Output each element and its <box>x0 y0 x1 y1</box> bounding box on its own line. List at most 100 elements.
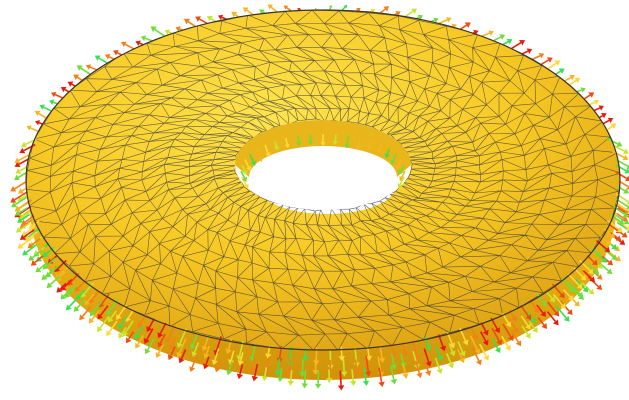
normal-arrow <box>423 358 432 377</box>
normal-arrow <box>244 159 252 172</box>
normal-arrow <box>11 196 28 208</box>
normal-arrow <box>520 315 531 330</box>
normal-arrow <box>178 349 187 364</box>
normal-arrow <box>611 150 629 161</box>
normal-arrow <box>55 271 66 282</box>
normal-arrow <box>617 185 629 194</box>
normal-arrow <box>520 304 532 321</box>
torus-silhouette-outline <box>25 9 621 351</box>
normal-arrow <box>337 370 345 391</box>
normal-arrow <box>168 337 177 351</box>
normal-arrow <box>615 171 629 182</box>
normal-arrow <box>19 229 35 240</box>
normal-arrow <box>546 301 560 317</box>
normal-arrow <box>237 352 244 366</box>
normal-arrow <box>378 367 385 388</box>
normal-arrow <box>107 310 117 323</box>
normal-arrow <box>273 140 279 151</box>
normal-arrow <box>106 320 118 337</box>
normal-arrow <box>60 287 73 300</box>
normal-arrow <box>459 22 471 31</box>
normal-arrow <box>225 338 233 355</box>
normal-arrow <box>27 237 41 249</box>
normal-arrow <box>399 170 406 182</box>
normal-arrow <box>568 282 584 298</box>
torus-outer-wall <box>26 180 620 380</box>
normal-arrow <box>201 335 210 352</box>
normal-arrow <box>144 328 154 344</box>
normal-arrow <box>226 360 233 376</box>
normal-arrow <box>236 364 244 380</box>
normal-arrow <box>17 185 30 194</box>
normal-arrow <box>502 38 513 46</box>
normal-arrow <box>135 334 145 349</box>
normal-arrow <box>502 323 514 342</box>
front-normal-arrows <box>10 137 629 391</box>
normal-arrow <box>492 34 506 42</box>
normal-arrow <box>285 359 292 380</box>
normal-arrow <box>134 325 144 340</box>
normal-arrow <box>184 18 197 28</box>
normal-arrow <box>287 369 294 386</box>
normal-arrow <box>616 164 629 174</box>
normal-arrow <box>14 202 29 212</box>
normal-arrow <box>211 348 220 366</box>
normal-arrow <box>378 345 386 363</box>
normal-arrow <box>157 333 166 348</box>
normal-arrow <box>277 368 284 383</box>
normal-arrow <box>384 148 391 159</box>
normal-arrow <box>355 137 362 150</box>
normal-arrow <box>296 135 302 147</box>
normal-arrow <box>325 369 333 384</box>
normal-arrow <box>189 353 199 373</box>
normal-arrow <box>448 342 456 357</box>
normal-arrow <box>332 134 338 146</box>
normal-arrow <box>615 193 629 205</box>
normal-arrow <box>616 212 628 222</box>
normal-arrow <box>255 148 263 162</box>
normal-arrow <box>41 268 55 281</box>
normal-arrow <box>167 346 176 361</box>
normal-arrow <box>312 358 319 376</box>
normal-arrow <box>17 236 35 249</box>
normal-arrow <box>423 348 432 367</box>
normal-arrow <box>555 305 570 322</box>
normal-arrow <box>528 321 538 333</box>
normal-arrow <box>56 282 67 293</box>
normal-arrow <box>390 353 398 370</box>
normal-arrow <box>19 143 36 154</box>
torus-inner-hole-wall <box>235 120 411 177</box>
normal-arrow <box>446 352 454 369</box>
normal-arrow <box>314 370 322 389</box>
normal-arrow <box>118 327 127 339</box>
normal-arrow <box>362 367 370 386</box>
normal-arrow <box>365 347 373 362</box>
normal-arrow <box>349 369 357 386</box>
normal-arrow <box>579 259 594 275</box>
normal-arrow <box>26 125 40 133</box>
normal-arrow <box>79 306 92 321</box>
normal-arrow <box>150 26 166 38</box>
normal-arrow <box>251 363 259 382</box>
normal-arrow <box>301 369 308 389</box>
normal-arrow <box>248 355 256 374</box>
normal-arrow <box>88 309 100 324</box>
normal-arrow <box>195 16 209 25</box>
normal-arrow <box>434 357 443 374</box>
normal-arrow <box>424 336 432 351</box>
normal-arrow <box>320 134 326 147</box>
normal-arrow <box>122 320 134 337</box>
normal-arrow <box>395 159 402 170</box>
normal-arrow <box>22 243 38 256</box>
normal-arrow <box>10 191 29 203</box>
normal-arrow <box>602 228 616 239</box>
normal-arrow <box>537 317 547 329</box>
normal-arrow <box>14 158 30 168</box>
normal-arrow <box>457 349 465 364</box>
normal-arrow <box>536 304 546 317</box>
normal-arrow <box>15 207 28 216</box>
normal-arrow <box>97 315 110 332</box>
normal-arrow <box>249 153 256 166</box>
normal-arrow <box>587 276 603 290</box>
